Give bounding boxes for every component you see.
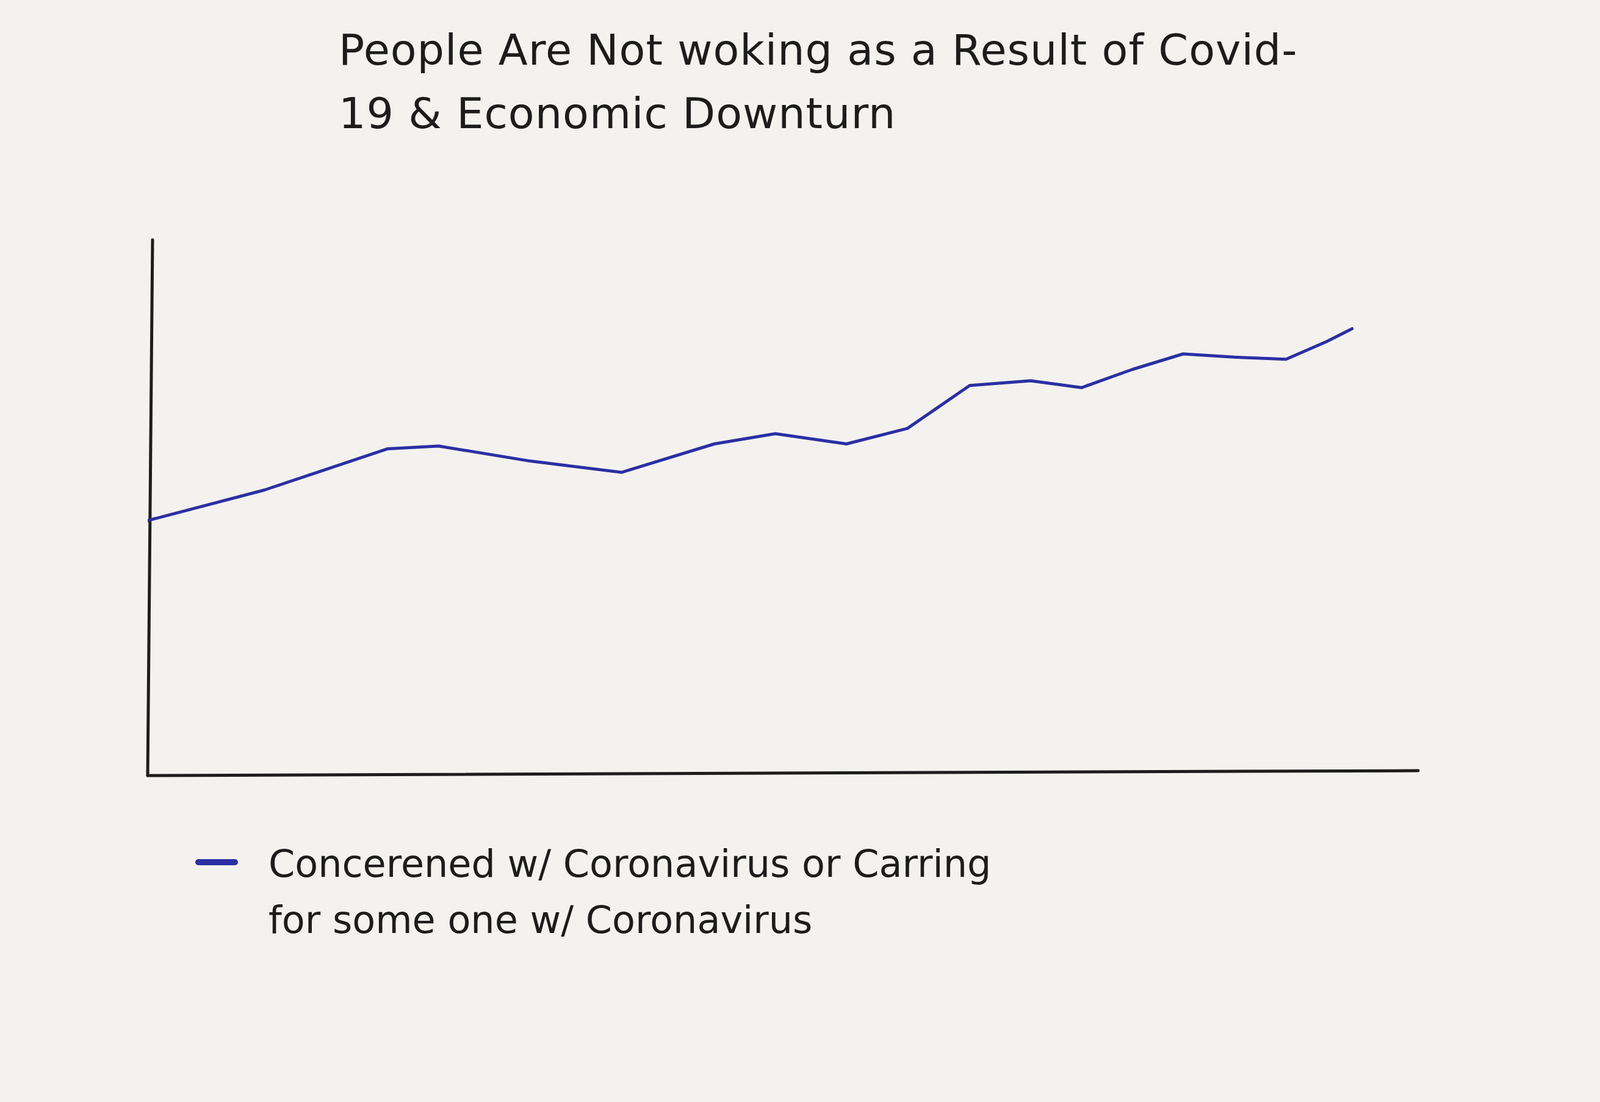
legend-key [195,859,238,866]
y-axis [147,239,153,776]
chart-title: People Are Not woking as a Result of Cov… [338,18,1316,146]
x-axis [147,770,1419,776]
plot-marks [147,328,1353,521]
data-line [147,328,1353,521]
paper: People Are Not woking as a Result of Cov… [0,0,1600,1102]
legend-label: Concerened w/ Coronavirus or Carring for… [268,836,1032,949]
